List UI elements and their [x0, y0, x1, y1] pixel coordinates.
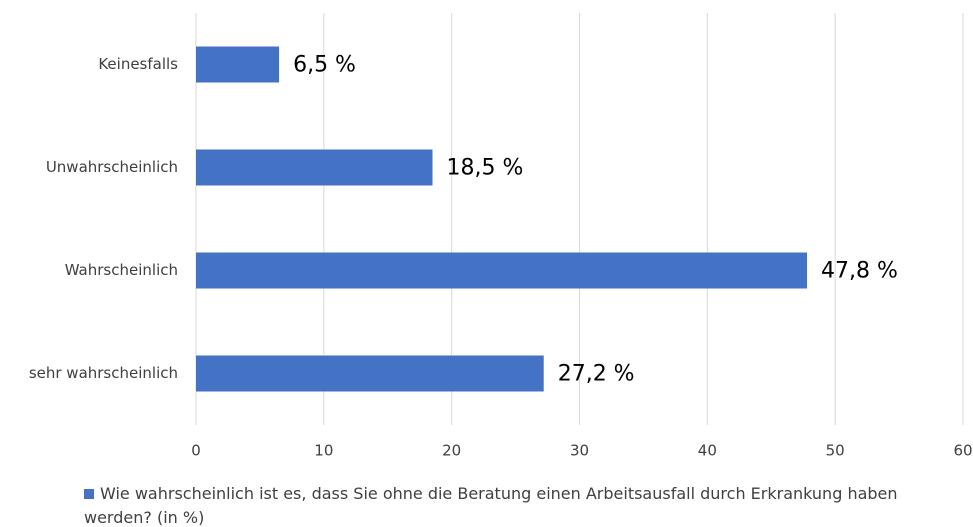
x-tick-label: 10 — [314, 442, 333, 460]
value-label: 47,8 % — [821, 259, 898, 284]
bar — [196, 252, 808, 289]
y-tick-label: Unwahrscheinlich — [46, 158, 178, 176]
value-label: 27,2 % — [558, 362, 635, 387]
bar — [196, 46, 280, 83]
bar — [196, 355, 544, 392]
y-tick-label: Wahrscheinlich — [65, 261, 178, 279]
bar — [196, 149, 433, 186]
value-label: 18,5 % — [446, 156, 523, 181]
value-label: 6,5 % — [293, 53, 356, 78]
legend: Wie wahrscheinlich ist es, dass Sie ohne… — [84, 482, 924, 527]
x-tick-label: 20 — [442, 442, 461, 460]
legend-swatch — [84, 489, 94, 499]
x-tick-label: 60 — [953, 442, 972, 460]
chart: 0 10 20 30 40 50 60 Keinesfalls 6,5 % Unwahrschei… — [29, 13, 973, 460]
x-tick-label: 30 — [570, 442, 589, 460]
y-tick-label: sehr wahrscheinlich — [29, 364, 178, 382]
legend-label: Wie wahrscheinlich ist es, dass Sie ohne… — [84, 484, 898, 527]
x-tick-label: 0 — [191, 442, 201, 460]
x-tick-label: 40 — [698, 442, 717, 460]
y-tick-label: Keinesfalls — [98, 55, 178, 73]
x-tick-label: 50 — [826, 442, 845, 460]
